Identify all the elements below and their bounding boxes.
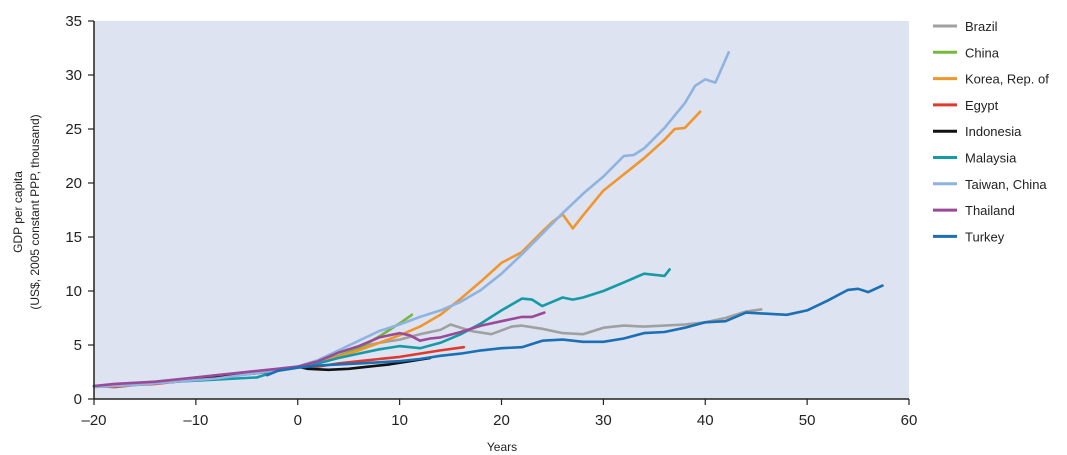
plot-area [94,21,909,399]
y-axis-title: GDP per capita [11,171,25,253]
x-tick-label: 30 [595,412,612,429]
x-tick-label: 60 [901,412,918,429]
x-tick-label: 10 [391,412,408,429]
legend-label-malaysia: Malaysia [965,151,1017,166]
y-axis-title-units: (US$, 2005 constant PPP, thousand) [28,114,42,309]
y-tick-label: 5 [74,337,82,354]
series-layer [92,50,884,389]
y-tick-label: 0 [74,391,82,408]
legend-label-turkey: Turkey [965,229,1005,244]
series-line-malaysia [92,268,671,388]
x-tick-label: –10 [183,412,208,429]
y-tick-label: 35 [65,13,82,30]
x-axis-title: Years [487,440,517,454]
y-tick-label: 25 [65,121,82,138]
legend-label-taiwan-china: Taiwan, China [965,177,1047,192]
legend-label-china: China [965,45,1000,60]
series-line-korea-rep-of [296,110,702,368]
x-tick-label: 50 [799,412,816,429]
y-tick-label: 10 [65,283,82,300]
legend-label-brazil: Brazil [965,19,998,34]
x-tick-label: 40 [697,412,714,429]
series-line-turkey [265,284,884,377]
x-tick-label: 0 [294,412,302,429]
x-tick-label: –20 [81,412,106,429]
y-tick-label: 20 [65,175,82,192]
x-tick-label: 20 [493,412,510,429]
x-axis-ticks: –20 –10 0 10 20 30 40 50 60 [81,399,917,429]
y-axis-ticks: 0 5 10 15 20 25 30 35 [65,13,94,408]
legend-label-indonesia: Indonesia [965,124,1022,139]
legend-label-egypt: Egypt [965,98,999,113]
legend-label-thailand: Thailand [965,203,1015,218]
y-tick-label: 30 [65,67,82,84]
y-tick-label: 15 [65,229,82,246]
legend-label-korea-rep-of: Korea, Rep. of [965,72,1049,87]
series-line-brazil [357,308,763,349]
legend: Brazil China Korea, Rep. of Egypt Indonesia M… [933,19,1049,244]
series-line-thailand [92,311,546,388]
